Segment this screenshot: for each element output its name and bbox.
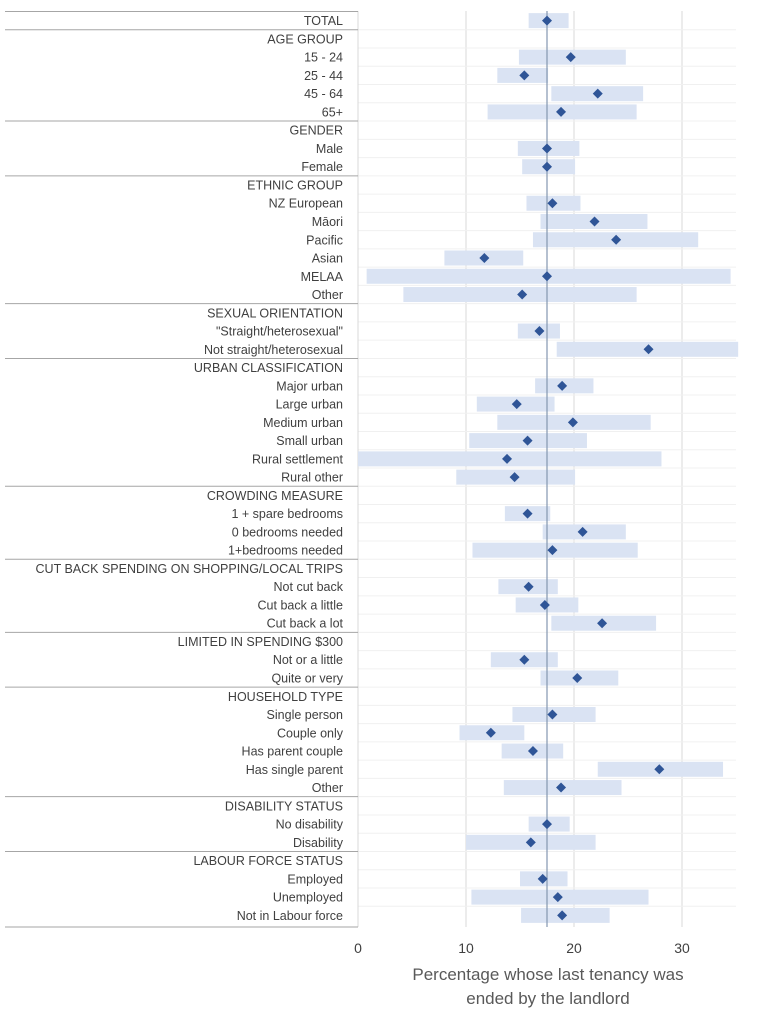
row-label: Female bbox=[301, 160, 343, 174]
row-label: Not or a little bbox=[273, 653, 343, 667]
row-label: Not cut back bbox=[274, 580, 344, 594]
point-estimate-marker bbox=[542, 819, 552, 830]
group-header-label: AGE GROUP bbox=[267, 32, 343, 46]
row-label: "Straight/heterosexual" bbox=[216, 325, 343, 339]
row-label: 1 + spare bedrooms bbox=[231, 507, 343, 521]
x-tick-label: 30 bbox=[674, 940, 690, 956]
group-header-label: ETHNIC GROUP bbox=[247, 178, 343, 192]
point-estimate-marker bbox=[502, 453, 513, 464]
row-label: Asian bbox=[312, 252, 343, 266]
point-estimate-marker bbox=[479, 253, 490, 264]
point-estimate-marker bbox=[557, 380, 568, 391]
point-estimate-marker bbox=[556, 106, 567, 117]
point-estimate-marker bbox=[511, 399, 522, 410]
point-estimate-marker bbox=[537, 873, 548, 884]
point-estimate-marker bbox=[522, 435, 533, 446]
point-estimate-marker bbox=[517, 289, 528, 300]
point-estimate-marker bbox=[643, 344, 654, 355]
row-label: Disability bbox=[293, 836, 344, 850]
row-label: Couple only bbox=[277, 726, 344, 740]
row-label: 25 - 44 bbox=[304, 69, 343, 83]
row-label: Major urban bbox=[276, 379, 343, 393]
point-estimate-marker bbox=[525, 837, 536, 848]
point-estimate-marker bbox=[509, 472, 520, 483]
row-label: Small urban bbox=[276, 434, 343, 448]
row-labels: TOTAL AGE GROUP 15 - 24 25 - 44 45 - 64 65+ GE… bbox=[5, 11, 358, 928]
row-label: Rural settlement bbox=[252, 452, 344, 466]
point-estimate-marker bbox=[552, 892, 563, 903]
row-label: Other bbox=[312, 288, 343, 302]
group-header-label: LIMITED IN SPENDING $300 bbox=[178, 635, 343, 649]
row-label: 65+ bbox=[322, 105, 343, 119]
point-estimate-marker bbox=[556, 782, 567, 793]
row-label: Pacific bbox=[306, 233, 343, 247]
row-label: Other bbox=[312, 781, 343, 795]
point-estimate-marker bbox=[519, 70, 530, 81]
point-estimate-marker bbox=[534, 326, 545, 337]
row-label: Employed bbox=[287, 872, 343, 886]
point-estimate-marker bbox=[611, 234, 622, 245]
point-estimate-marker bbox=[542, 161, 552, 172]
point-estimate-marker bbox=[523, 581, 534, 592]
x-axis: 0 10 20 30 Percentage whose last tenancy was… bbox=[354, 940, 690, 1008]
row-label: Not in Labour force bbox=[237, 909, 343, 923]
point-estimate-marker bbox=[557, 910, 568, 921]
row-label: Has single parent bbox=[246, 763, 344, 777]
point-estimate-marker bbox=[542, 143, 552, 154]
point-estimate-marker bbox=[542, 271, 552, 282]
point-estimate-marker bbox=[597, 618, 608, 629]
point-estimate-marker bbox=[572, 672, 583, 683]
row-label: Medium urban bbox=[263, 416, 343, 430]
row-label: 15 - 24 bbox=[304, 51, 343, 65]
row-label: Not straight/heterosexual bbox=[204, 343, 343, 357]
row-label: Quite or very bbox=[271, 671, 343, 685]
point-estimate-marker bbox=[654, 764, 665, 775]
row-label: Māori bbox=[312, 215, 343, 229]
group-header-label: SEXUAL ORIENTATION bbox=[207, 306, 343, 320]
point-estimate-marker bbox=[547, 545, 558, 556]
group-header-label: CUT BACK SPENDING ON SHOPPING/LOCAL TRIP… bbox=[36, 562, 343, 576]
row-label: Large urban bbox=[276, 398, 343, 412]
row-label: NZ European bbox=[269, 197, 343, 211]
point-estimate-marker bbox=[567, 417, 578, 428]
group-header-label: URBAN CLASSIFICATION bbox=[194, 361, 343, 375]
point-estimate-marker bbox=[592, 88, 603, 99]
x-axis-title: Percentage whose last tenancy was bbox=[412, 965, 683, 984]
point-estimate-marker bbox=[519, 654, 530, 665]
group-header-label: CROWDING MEASURE bbox=[207, 489, 343, 503]
point-estimate-marker bbox=[565, 52, 576, 63]
point-estimate-marker bbox=[539, 599, 550, 610]
x-tick-label: 10 bbox=[458, 940, 474, 956]
point-markers bbox=[479, 15, 665, 921]
group-header-label: GENDER bbox=[290, 124, 343, 138]
group-header-label: HOUSEHOLD TYPE bbox=[228, 690, 343, 704]
row-label: 0 bedrooms needed bbox=[232, 525, 343, 539]
row-label: TOTAL bbox=[304, 14, 343, 28]
row-label: MELAA bbox=[301, 270, 344, 284]
row-label: Single person bbox=[267, 708, 343, 722]
row-label: Cut back a lot bbox=[267, 617, 344, 631]
group-header-label: LABOUR FORCE STATUS bbox=[193, 854, 343, 868]
row-label: 1+bedrooms needed bbox=[228, 544, 343, 558]
x-tick-label: 20 bbox=[566, 940, 582, 956]
x-axis-title: ended by the landlord bbox=[466, 989, 630, 1008]
row-label: No disability bbox=[276, 818, 344, 832]
row-label: 45 - 64 bbox=[304, 87, 343, 101]
point-estimate-marker bbox=[542, 15, 552, 26]
point-estimate-marker bbox=[547, 198, 558, 209]
row-label: Unemployed bbox=[273, 891, 343, 905]
point-estimate-marker bbox=[547, 709, 558, 720]
point-estimate-marker bbox=[485, 727, 496, 738]
point-estimate-marker bbox=[527, 746, 538, 757]
row-label: Male bbox=[316, 142, 343, 156]
row-label: Rural other bbox=[281, 471, 343, 485]
point-estimate-marker bbox=[589, 216, 600, 227]
group-header-label: DISABILITY STATUS bbox=[225, 799, 343, 813]
row-label: Cut back a little bbox=[258, 598, 344, 612]
point-estimate-marker bbox=[522, 508, 533, 519]
row-label: Has parent couple bbox=[242, 745, 344, 759]
point-estimate-marker bbox=[577, 526, 588, 537]
x-tick-label: 0 bbox=[354, 940, 362, 956]
